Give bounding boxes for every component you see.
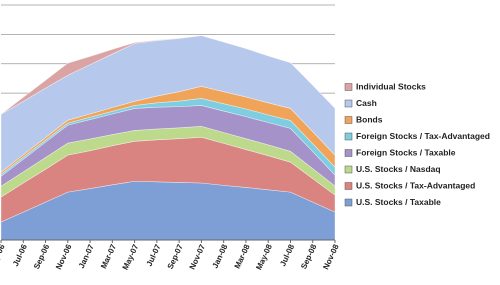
x-tick-label: Jan-08	[211, 242, 230, 269]
legend: Individual Stocks Cash Bonds Foreign Stocks…	[344, 81, 490, 207]
legend-label: Foreign Stocks / Taxable	[356, 147, 456, 157]
x-tick-label: Nov-07	[188, 242, 208, 270]
legend-swatch	[344, 198, 353, 207]
legend-swatch	[344, 99, 353, 108]
legend-swatch	[344, 165, 353, 174]
x-tick-label: Jul-06	[11, 242, 29, 267]
x-tick-label: Jan-07	[77, 242, 96, 269]
x-tick-label: Nov-06	[54, 242, 74, 270]
legend-label: U.S. Stocks / Taxable	[356, 197, 441, 207]
x-tick-label: Nov-08	[321, 242, 341, 270]
area	[0, 35, 336, 115]
legend-label: U.S. Stocks / Nasdaq	[356, 164, 441, 174]
legend-label: Individual Stocks	[356, 81, 426, 91]
x-tick-label: Mar-08	[233, 242, 252, 270]
legend-swatch	[344, 182, 353, 190]
legend-swatch	[344, 149, 353, 157]
x-tick-label: Mar-07	[99, 242, 118, 270]
x-tick-label: May-06	[0, 242, 7, 271]
x-tick-label: Jul-08	[278, 242, 296, 267]
legend-swatch	[344, 132, 353, 141]
legend-swatch	[344, 116, 353, 124]
x-tick-label: Sep-08	[299, 242, 318, 270]
legend-label: U.S. Stocks / Tax-Advantaged	[356, 180, 475, 190]
x-tick-label: Sep-06	[32, 242, 51, 270]
legend-swatch	[344, 83, 353, 91]
x-tick-label: May-08	[254, 242, 274, 271]
x-tick-label: Jul-07	[145, 242, 163, 267]
x-tick-label: Sep-07	[166, 242, 185, 270]
x-tick-label: May-07	[121, 242, 141, 271]
legend-label: Bonds	[356, 114, 383, 124]
legend-label: Foreign Stocks / Tax-Advantaged	[356, 131, 490, 141]
legend-label: Cash	[356, 98, 377, 108]
